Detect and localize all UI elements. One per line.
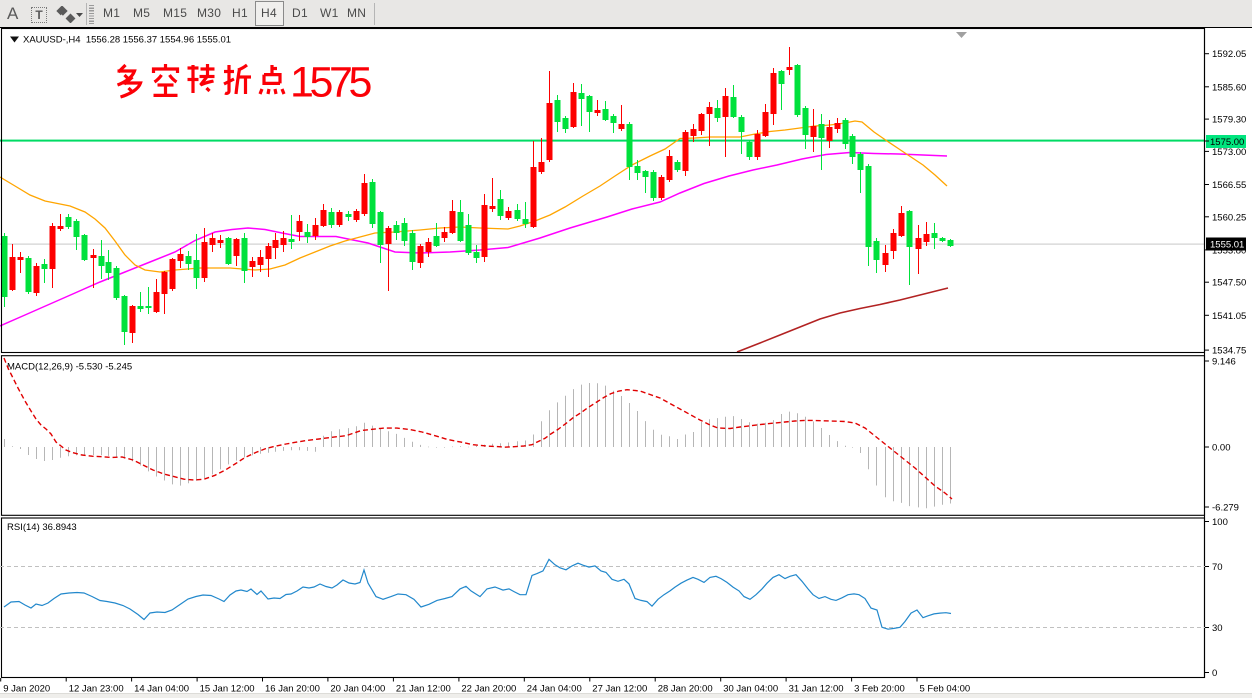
svg-text:20 Jan 04:00: 20 Jan 04:00 [330, 684, 385, 695]
svg-text:5 Feb 04:00: 5 Feb 04:00 [920, 684, 971, 695]
svg-text:0.00: 0.00 [1212, 443, 1231, 454]
svg-text:1575: 1575 [290, 58, 372, 106]
svg-text:-6.279: -6.279 [1212, 503, 1239, 514]
svg-text:1592.05: 1592.05 [1212, 49, 1246, 60]
svg-text:1555.01: 1555.01 [1210, 240, 1244, 251]
svg-text:15 Jan 12:00: 15 Jan 12:00 [200, 684, 255, 695]
svg-text:MACD(12,26,9) -5.530 -5.245: MACD(12,26,9) -5.530 -5.245 [7, 362, 132, 373]
svg-text:70: 70 [1212, 562, 1223, 573]
svg-text:12 Jan 23:00: 12 Jan 23:00 [69, 684, 124, 695]
svg-text:1585.60: 1585.60 [1212, 82, 1246, 93]
svg-text:0: 0 [1212, 668, 1217, 679]
svg-text:27 Jan 12:00: 27 Jan 12:00 [592, 684, 647, 695]
svg-text:1579.30: 1579.30 [1212, 115, 1246, 126]
svg-text:16 Jan 20:00: 16 Jan 20:00 [265, 684, 320, 695]
svg-text:1566.55: 1566.55 [1212, 180, 1246, 191]
svg-text:21 Jan 12:00: 21 Jan 12:00 [396, 684, 451, 695]
svg-text:9 Jan 2020: 9 Jan 2020 [3, 684, 50, 695]
svg-text:31 Jan 12:00: 31 Jan 12:00 [789, 684, 844, 695]
svg-text:28 Jan 20:00: 28 Jan 20:00 [658, 684, 713, 695]
svg-text:1573.00: 1573.00 [1212, 147, 1246, 158]
svg-text:1541.05: 1541.05 [1212, 311, 1246, 322]
svg-text:1547.50: 1547.50 [1212, 278, 1246, 289]
svg-text:XAUUSD-,H4 1556.28 1556.37 15: XAUUSD-,H4 1556.28 1556.37 1554.96 1555.… [23, 35, 231, 46]
svg-text:30 Jan 04:00: 30 Jan 04:00 [723, 684, 778, 695]
svg-text:1560.25: 1560.25 [1212, 212, 1246, 223]
svg-text:100: 100 [1212, 517, 1228, 528]
svg-text:1575.00: 1575.00 [1210, 137, 1244, 148]
svg-text:9.146: 9.146 [1212, 357, 1236, 368]
svg-text:24 Jan 04:00: 24 Jan 04:00 [527, 684, 582, 695]
svg-text:22 Jan 20:00: 22 Jan 20:00 [461, 684, 516, 695]
svg-text:14 Jan 04:00: 14 Jan 04:00 [134, 684, 189, 695]
svg-text:1534.75: 1534.75 [1212, 346, 1246, 357]
svg-text:3 Feb 20:00: 3 Feb 20:00 [854, 684, 905, 695]
svg-text:30: 30 [1212, 623, 1223, 634]
svg-text:1553.80: 1553.80 [1212, 245, 1246, 256]
svg-text:RSI(14) 36.8943: RSI(14) 36.8943 [7, 522, 77, 533]
